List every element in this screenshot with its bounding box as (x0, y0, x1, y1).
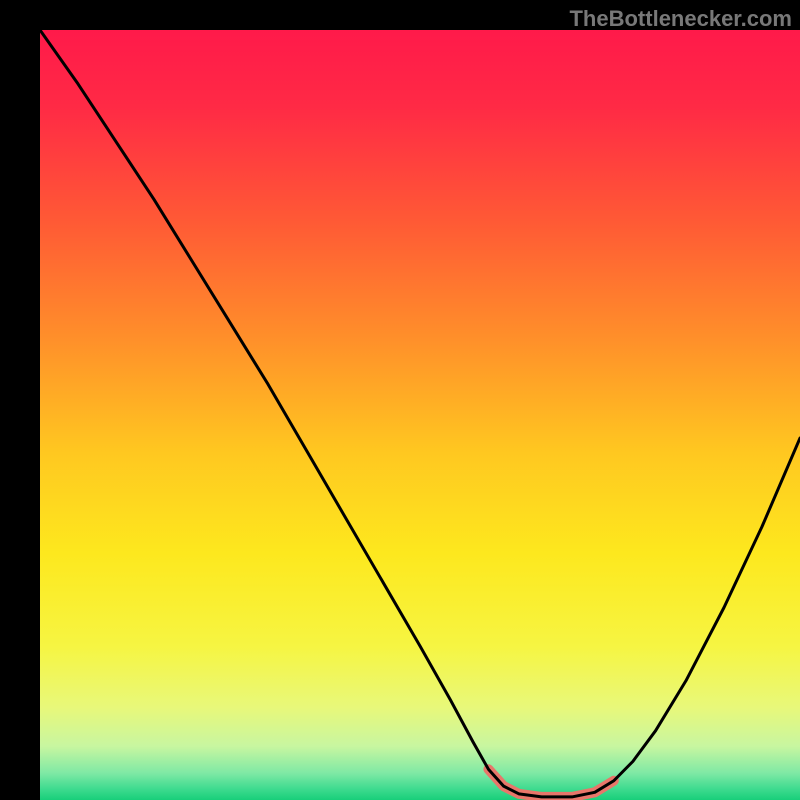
plot-area (40, 30, 800, 800)
watermark-text: TheBottlenecker.com (569, 6, 792, 32)
main-curve (40, 30, 800, 797)
bottleneck-curve (40, 30, 800, 800)
